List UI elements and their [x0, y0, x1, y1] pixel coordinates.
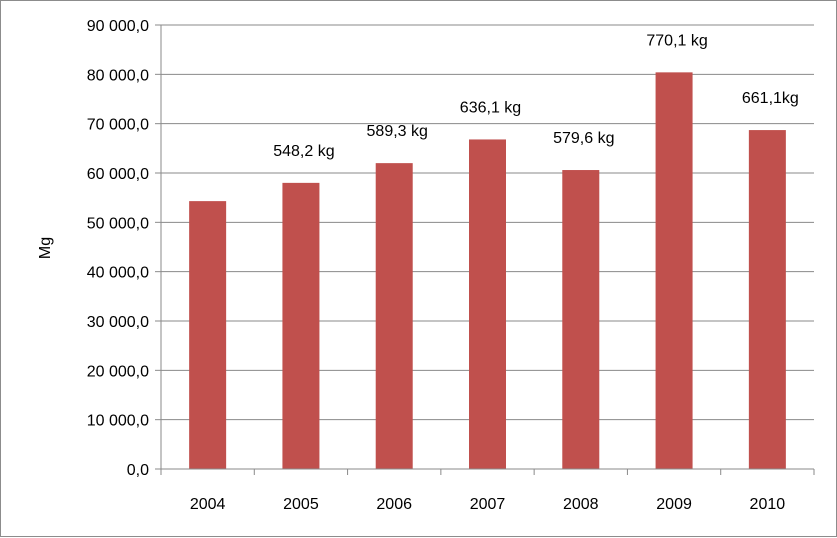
bar-2010: [748, 130, 786, 469]
bar-2007: [469, 139, 506, 469]
y-tick-label: 90 000,0: [87, 18, 149, 35]
data-label: 579,6 kg: [553, 130, 614, 147]
x-tick-label: 2004: [190, 496, 226, 513]
bar-2005: [282, 182, 320, 469]
data-label: 589,3 kg: [367, 123, 428, 140]
y-tick-label: 40 000,0: [87, 265, 149, 282]
data-label: 770,1 kg: [646, 32, 707, 49]
y-tick-label: 10 000,0: [87, 413, 149, 430]
y-tick-label: 0,0: [127, 462, 149, 479]
y-tick-label: 70 000,0: [87, 117, 149, 134]
x-tick-label: 2008: [563, 496, 599, 513]
bar-2006: [375, 163, 413, 469]
x-tick-label: 2007: [470, 496, 506, 513]
y-tick-label: 20 000,0: [87, 363, 149, 380]
x-tick-label: 2010: [750, 496, 786, 513]
bar-2009: [655, 72, 693, 470]
bar-2008: [562, 170, 600, 470]
y-tick-labels: 0,0 10 000,0 20 000,0 30 000,0 40 000,0 50 00…: [87, 18, 149, 479]
data-label: 636,1 kg: [460, 99, 521, 116]
x-tick-labels: 2004 2005 2006 2007 2008 2009 2010: [190, 496, 785, 513]
y-tick-label: 60 000,0: [87, 166, 149, 183]
x-tick-label: 2005: [283, 496, 319, 513]
y-tick-label: 80 000,0: [87, 67, 149, 84]
x-tick-label: 2009: [656, 496, 692, 513]
y-tick-label: 50 000,0: [87, 215, 149, 232]
data-label: 548,2 kg: [273, 143, 334, 160]
bars: [189, 72, 786, 470]
y-tick-label: 30 000,0: [87, 314, 149, 331]
axes: [155, 24, 815, 475]
x-tick-label: 2006: [376, 496, 412, 513]
y-axis-label: Mg: [37, 237, 54, 259]
data-labels: 548,2 kg 589,3 kg 636,1 kg 579,6 kg 770,1 kg…: [273, 32, 799, 160]
data-label: 661,1kg: [742, 90, 799, 107]
bar-2004: [189, 201, 227, 469]
